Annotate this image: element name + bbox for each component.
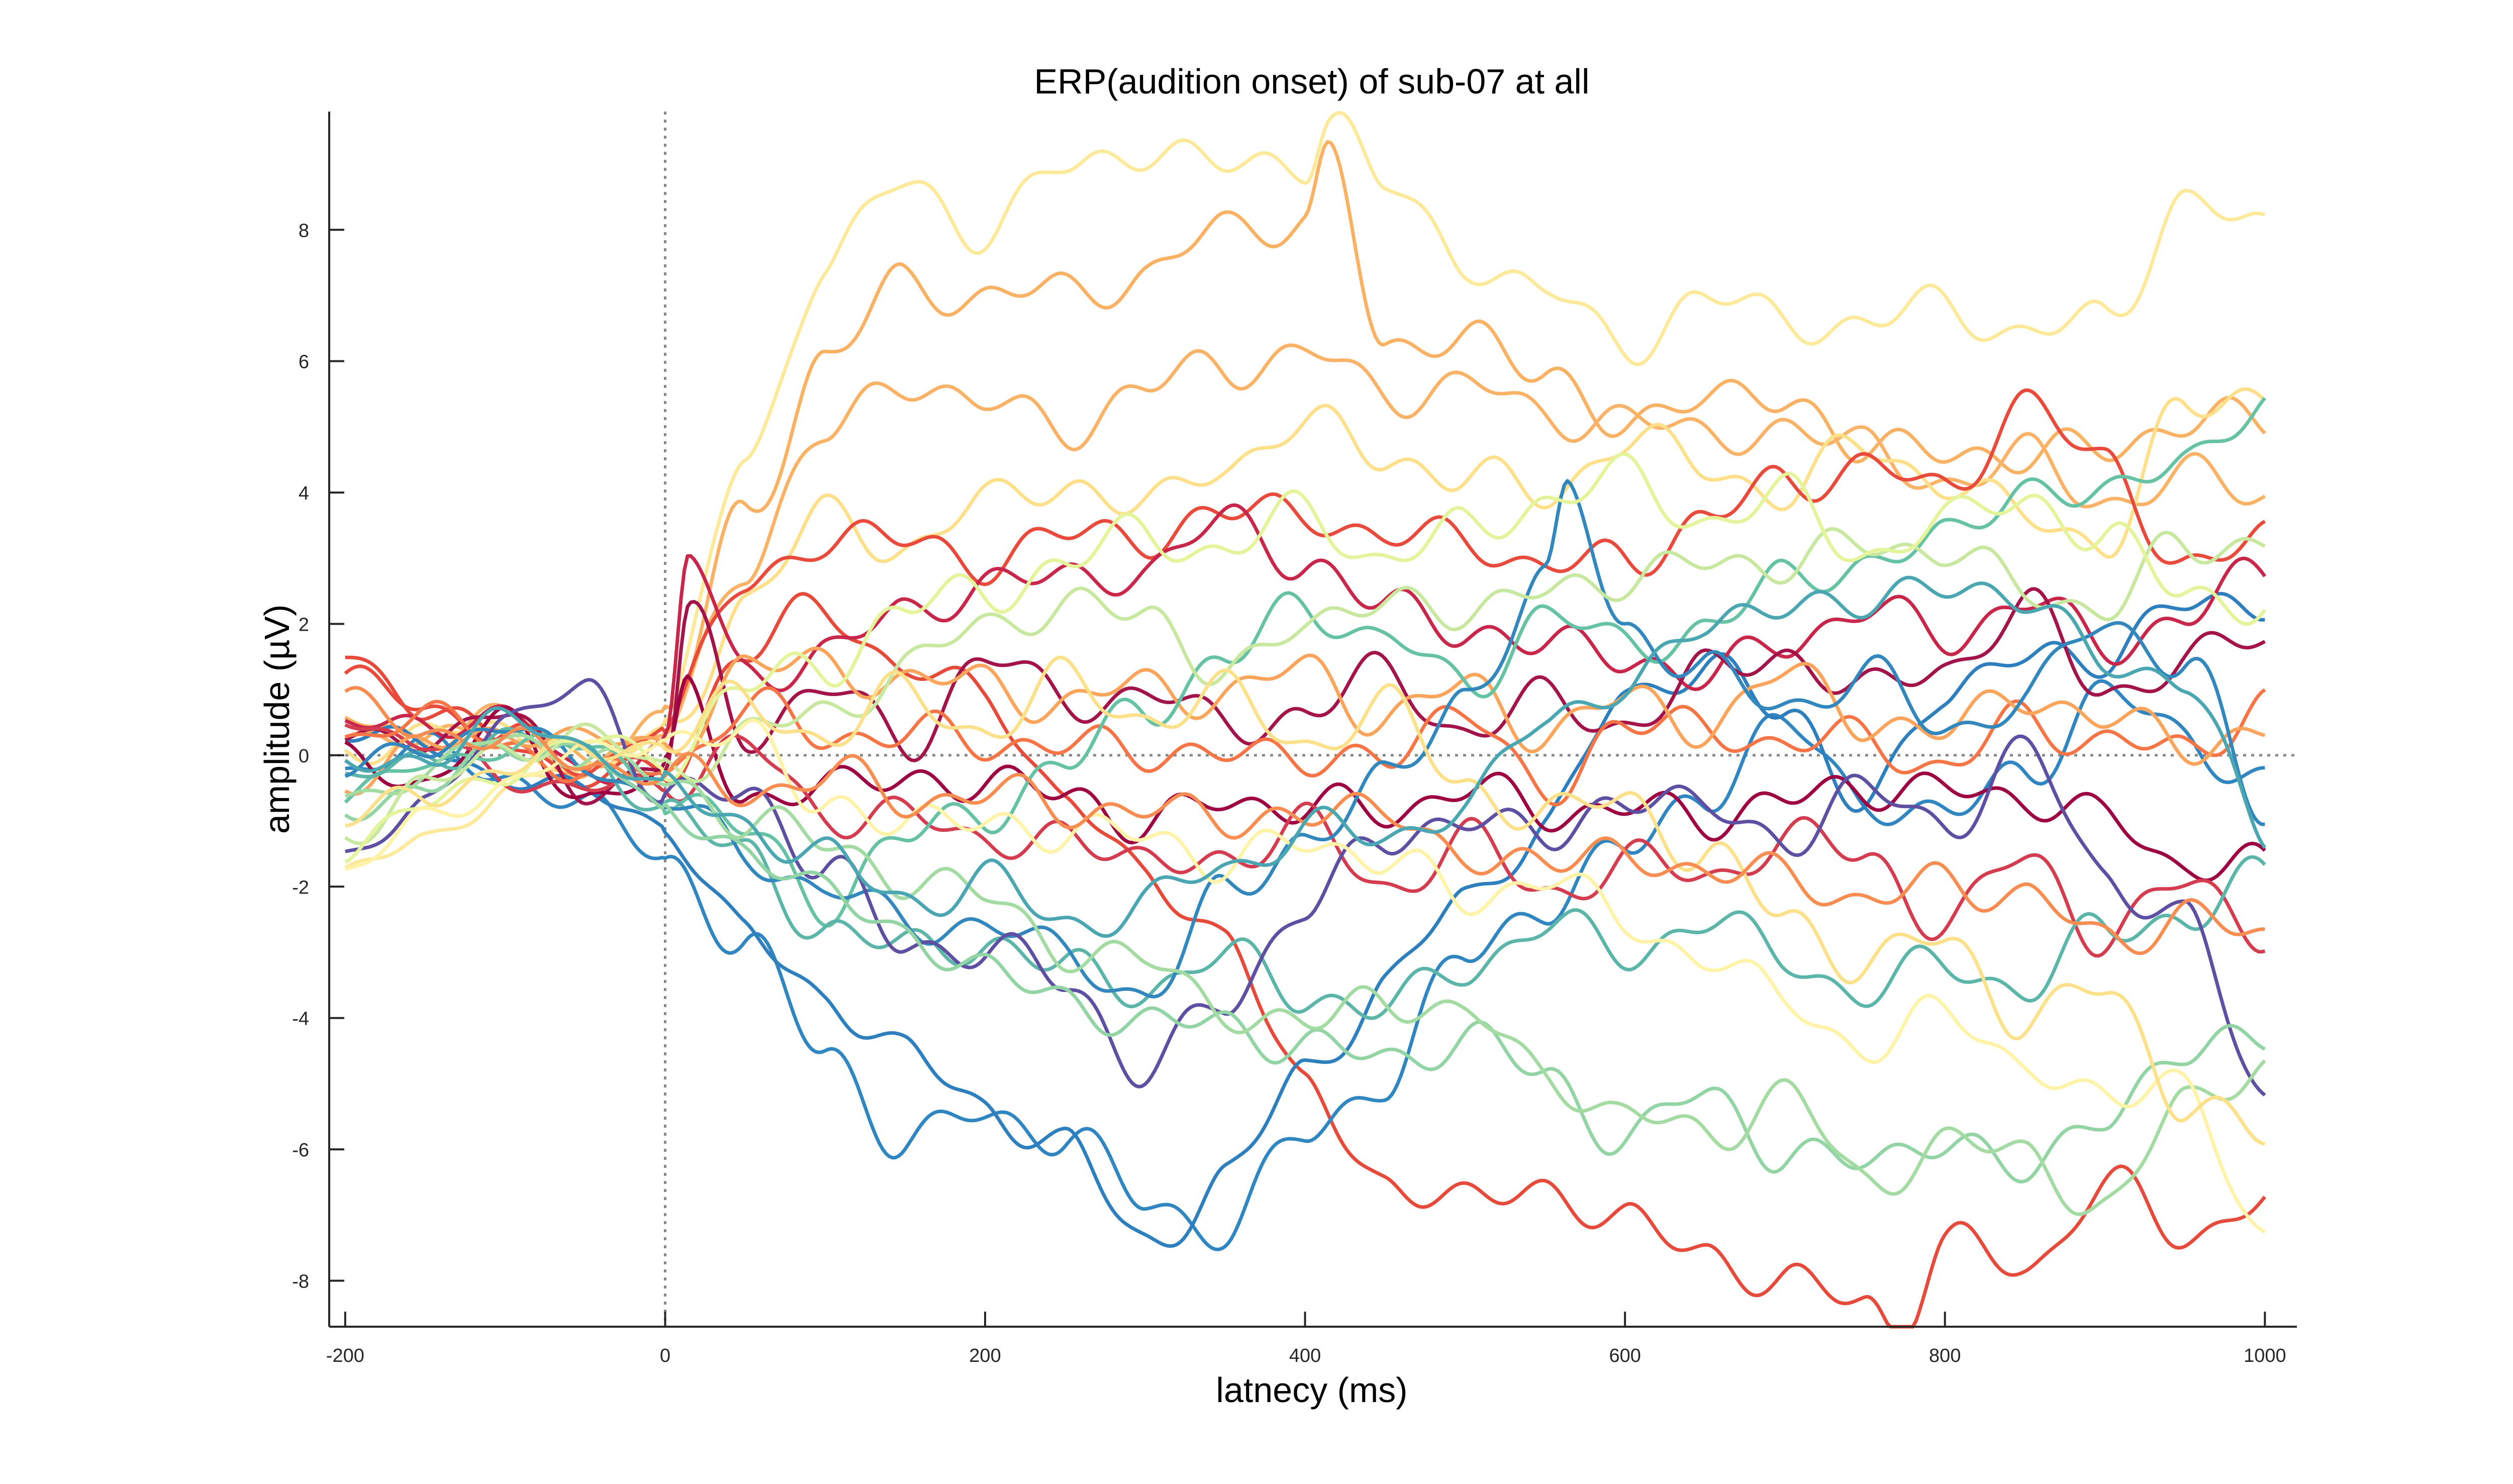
x-ticks: -200 0 200 400 600 800 1000 bbox=[326, 1312, 2286, 1366]
y-tick-label: -4 bbox=[292, 1009, 309, 1030]
x-tick-label: 800 bbox=[1929, 1345, 1961, 1366]
erp-series-line bbox=[344, 140, 2266, 769]
erp-series-line bbox=[344, 527, 2266, 845]
plot-area bbox=[329, 111, 2297, 1329]
x-axis-label: latnecy (ms) bbox=[1216, 1370, 1407, 1410]
y-tick-label: -8 bbox=[292, 1271, 309, 1293]
erp-series-line bbox=[344, 452, 2267, 864]
x-tick-label: 1000 bbox=[2244, 1345, 2286, 1366]
x-tick-label: -200 bbox=[326, 1345, 364, 1366]
x-tick-label: 0 bbox=[660, 1345, 670, 1366]
erp-series-line bbox=[345, 727, 2266, 1020]
erp-series-line bbox=[345, 679, 2265, 1251]
y-tick-label: -6 bbox=[292, 1140, 309, 1161]
x-tick-label: 400 bbox=[1289, 1345, 1321, 1366]
erp-series-line bbox=[344, 479, 2265, 999]
x-tick-label: 200 bbox=[969, 1345, 1001, 1366]
y-tick-label: 6 bbox=[299, 352, 309, 373]
erp-series-line bbox=[344, 575, 2267, 938]
erp-series-line bbox=[344, 387, 2266, 772]
erp-series-line bbox=[344, 397, 2267, 928]
erp-series-line bbox=[344, 719, 2266, 1234]
y-tick-label: 0 bbox=[299, 746, 309, 767]
erp-series-line bbox=[345, 678, 2266, 1097]
erp-series-line bbox=[344, 646, 2266, 796]
erp-series-line bbox=[344, 503, 2267, 785]
y-tick-label: 2 bbox=[299, 614, 309, 635]
erp-series-line bbox=[344, 733, 2266, 1216]
x-tick-label: 600 bbox=[1609, 1345, 1640, 1366]
series-lines bbox=[344, 111, 2267, 1329]
y-tick-label: -2 bbox=[292, 877, 309, 898]
erp-series-line bbox=[344, 740, 2266, 1184]
y-axis-label: amplitude (µV) bbox=[257, 605, 297, 834]
y-ticks: -8 -6 -4 -2 0 2 4 6 8 bbox=[292, 220, 344, 1293]
chart-title: ERP(audition onset) of sub-07 at all bbox=[1034, 62, 1589, 101]
erp-series-line bbox=[345, 655, 2265, 1146]
y-tick-label: 4 bbox=[299, 483, 309, 504]
erp-series-line bbox=[345, 591, 2265, 1248]
y-tick-label: 8 bbox=[299, 220, 309, 241]
x-axis: -200 0 200 400 600 800 1000 bbox=[326, 1312, 2297, 1366]
y-axis: -8 -6 -4 -2 0 2 4 6 8 bbox=[292, 112, 344, 1327]
